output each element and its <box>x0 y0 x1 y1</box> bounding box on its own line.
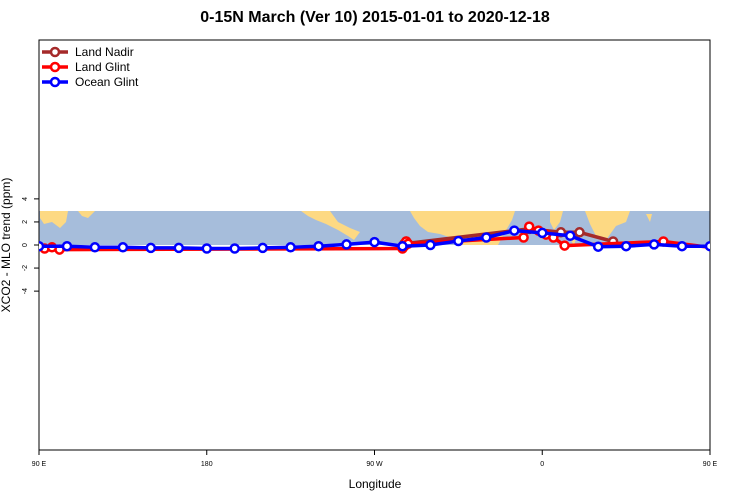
ocean-glint-point <box>425 239 436 251</box>
legend-label-land-glint: Land Glint <box>75 60 130 74</box>
ocean-glint-point <box>481 232 492 243</box>
y-tick-label: 0 <box>22 243 29 247</box>
ocean-glint-point <box>592 241 604 252</box>
ocean-glint-point <box>453 235 464 247</box>
ocean-glint-point <box>509 225 520 236</box>
ocean-glint-point <box>257 242 268 254</box>
legend-label-land-nadir: Land Nadir <box>75 45 134 59</box>
ocean-glint-point <box>341 239 352 250</box>
land-mass <box>78 211 95 218</box>
y-tick-label: -2 <box>22 265 29 271</box>
y-axis-title: XCO2 - MLO trend (ppm) <box>0 178 13 313</box>
ocean-glint-point <box>173 242 185 254</box>
land-glint-point <box>743 246 750 254</box>
y-tick-label: 2 <box>22 220 29 224</box>
ocean-glint-point <box>89 242 101 253</box>
x-tick-label: 90 E <box>703 461 718 468</box>
land-mass <box>40 211 68 228</box>
ocean-glint-point <box>61 240 73 252</box>
x-axis-title: Longitude <box>349 477 402 491</box>
land-mass <box>585 211 630 240</box>
ocean-glint-point <box>117 242 129 253</box>
ocean-glint-point <box>537 227 548 239</box>
ocean-glint-point <box>39 240 45 252</box>
chart-title: 0-15N March (Ver 10) 2015-01-01 to 2020-… <box>200 9 550 26</box>
legend-marker-land-nadir <box>49 46 61 58</box>
ocean-glint-point <box>313 240 324 252</box>
land-glint-point <box>715 245 723 253</box>
land-mass <box>550 211 563 230</box>
ocean-glint-point <box>145 242 157 254</box>
axes: 90 E 180 90 W 0 90 E -4 -2 0 2 4 <box>22 197 718 468</box>
land-glint-point <box>518 232 529 243</box>
legend-marker-ocean-glint <box>49 76 61 88</box>
y-tick-label: 4 <box>22 197 29 201</box>
x-tick-label: 90 E <box>32 461 47 468</box>
ocean-glint-point <box>285 242 296 253</box>
ocean-glint-point <box>704 240 710 252</box>
land-glint-point <box>559 240 570 251</box>
series-group <box>39 221 750 255</box>
land-glint-point <box>730 243 738 251</box>
legend-label-ocean-glint: Ocean Glint <box>75 75 139 89</box>
ocean-glint-point <box>620 240 632 252</box>
land-mass <box>301 211 360 240</box>
ocean-glint-point <box>369 236 380 248</box>
land-nadir-point <box>574 227 585 238</box>
y-tick-label: -4 <box>22 288 29 294</box>
land-glint-point <box>523 221 535 232</box>
ocean-glint-point <box>397 240 408 252</box>
ocean-glint-point <box>648 239 660 250</box>
latitude-band-map <box>39 211 710 246</box>
x-tick-label: 180 <box>201 461 213 468</box>
ocean-glint-point <box>676 240 688 252</box>
ocean-glint-point <box>229 243 240 254</box>
x-tick-label: 90 W <box>366 461 383 468</box>
ocean-glint-point <box>734 243 742 251</box>
x-tick-label: 0 <box>540 461 544 468</box>
ocean-glint-point <box>564 230 576 242</box>
land-mass <box>646 214 652 222</box>
legend-marker-land-glint <box>49 61 61 73</box>
ocean-glint-point <box>201 243 213 254</box>
